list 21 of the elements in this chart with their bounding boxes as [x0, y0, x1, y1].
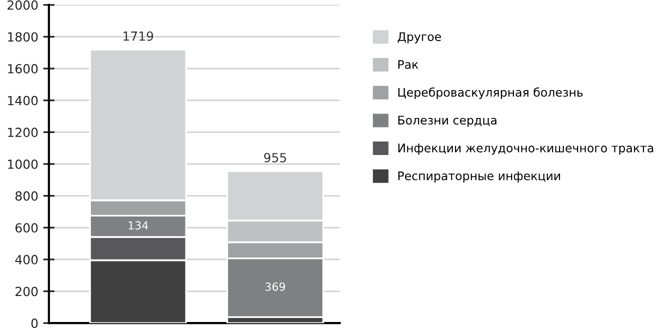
legend-label: Цереброваскулярная болезнь [398, 87, 583, 100]
data-label: 369 [265, 282, 286, 291]
legend-label: Болезни сердца [398, 116, 496, 127]
legend-label: Инфекции желудочно-кишечного тракта [398, 144, 654, 155]
y-tick-label: 1000 [8, 159, 38, 169]
y-tick-label: 600 [16, 223, 38, 233]
y-tick-label: 2000 [8, 0, 38, 10]
y-tick-label: 200 [16, 286, 38, 296]
legend-label: Рак [398, 60, 418, 69]
data-label: 134 [128, 221, 148, 230]
y-tick-label: 1400 [8, 96, 38, 106]
total-label: 1719 [124, 31, 154, 41]
y-tick-label: 1200 [8, 128, 38, 138]
total-label: 955 [264, 152, 286, 162]
y-tick-label: 1600 [8, 64, 38, 74]
y-tick-label: 400 [15, 254, 38, 264]
legend-label: Респираторные инфекции [398, 172, 560, 183]
y-tick-label: 800 [15, 191, 38, 201]
y-tick-label: 1800 [8, 32, 38, 42]
legend-label: Другое [398, 32, 441, 44]
y-tick-label: 0 [31, 318, 38, 328]
